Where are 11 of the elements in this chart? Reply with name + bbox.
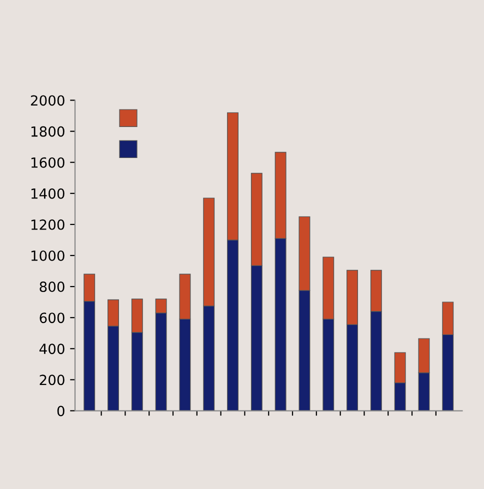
y-tick-label: 2000 <box>30 95 64 106</box>
y-tick-label: 800 <box>40 282 64 292</box>
y-tick-label: 1000 <box>31 250 64 261</box>
y-tick-label: 1200 <box>31 219 64 230</box>
y-tick-label: 0 <box>57 406 64 416</box>
y-tick-label: 1400 <box>31 188 64 199</box>
y-tick-label: 1600 <box>31 157 64 168</box>
y-tick-label: 1800 <box>31 126 64 137</box>
y-tick-label: 200 <box>40 374 64 386</box>
y-tick-label: 600 <box>40 312 64 324</box>
y-tick-label: 400 <box>39 344 64 354</box>
